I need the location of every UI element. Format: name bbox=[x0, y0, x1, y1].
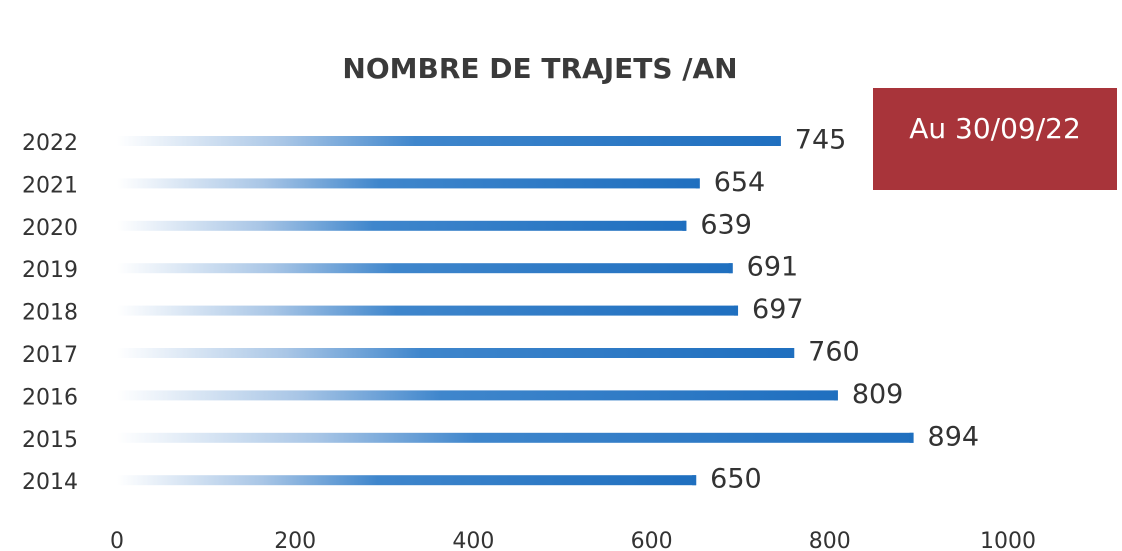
value-label: 760 bbox=[808, 337, 860, 368]
y-tick-label: 2015 bbox=[22, 428, 78, 453]
value-label: 894 bbox=[928, 421, 980, 452]
x-tick-label: 400 bbox=[452, 529, 494, 551]
bar bbox=[117, 348, 795, 358]
value-label: 809 bbox=[852, 379, 904, 410]
annotation-box bbox=[873, 88, 1117, 190]
y-tick-label: 2018 bbox=[22, 301, 78, 326]
bar-end bbox=[790, 348, 795, 358]
value-label: 691 bbox=[747, 252, 799, 283]
bar bbox=[117, 263, 733, 274]
bar bbox=[117, 305, 739, 316]
bar-end bbox=[692, 475, 697, 486]
x-tick-label: 0 bbox=[110, 529, 124, 551]
y-tick-label: 2020 bbox=[22, 216, 78, 241]
value-label: 639 bbox=[700, 209, 752, 240]
bar bbox=[117, 178, 700, 189]
x-tick-label: 600 bbox=[631, 529, 673, 551]
bar-end bbox=[833, 390, 838, 401]
chart-title: NOMBRE DE TRAJETS /AN bbox=[342, 52, 737, 85]
bar-end bbox=[909, 432, 914, 443]
value-label: 697 bbox=[752, 294, 804, 325]
bar bbox=[117, 432, 914, 443]
value-label: 745 bbox=[795, 125, 847, 156]
annotation: Au 30/09/22 bbox=[909, 112, 1081, 145]
bar-end bbox=[682, 220, 687, 231]
bar-end bbox=[695, 178, 700, 189]
bar bbox=[117, 390, 838, 401]
x-tick-label: 1000 bbox=[980, 529, 1036, 551]
bar bbox=[117, 475, 697, 486]
bar-end bbox=[734, 305, 739, 316]
value-label: 654 bbox=[714, 167, 766, 198]
x-tick-label: 200 bbox=[274, 529, 316, 551]
bar-end bbox=[728, 263, 733, 274]
y-tick-label: 2014 bbox=[22, 470, 78, 495]
x-tick-label: 800 bbox=[809, 529, 851, 551]
bar bbox=[117, 136, 781, 146]
y-tick-label: 2019 bbox=[22, 258, 78, 283]
y-tick-label: 2016 bbox=[22, 385, 78, 410]
y-tick-label: 2022 bbox=[22, 131, 78, 156]
bar-end bbox=[776, 136, 781, 146]
bar bbox=[117, 220, 687, 231]
value-label: 650 bbox=[710, 464, 762, 495]
y-tick-label: 2021 bbox=[22, 173, 78, 198]
y-tick-label: 2017 bbox=[22, 343, 78, 368]
